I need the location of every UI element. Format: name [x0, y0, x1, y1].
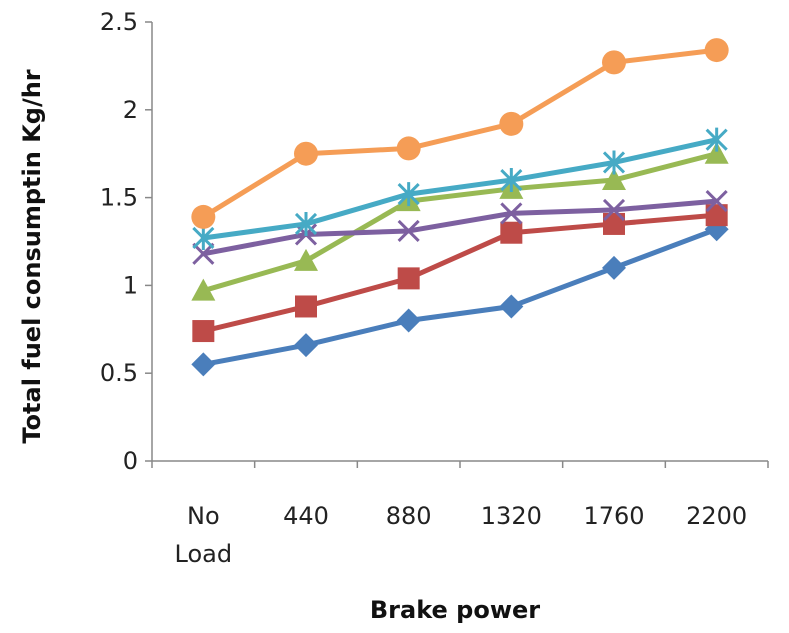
- data-point-diamond: [499, 294, 524, 319]
- y-tick-labels: 0 0.5 1 1.5 2 2.5: [100, 8, 152, 475]
- data-point-star: [192, 225, 215, 250]
- data-point-x: [705, 190, 728, 213]
- y-tick-label: 1: [123, 271, 138, 299]
- series-group: [191, 38, 729, 377]
- series-line: [200, 47, 720, 220]
- y-tick-label: 1.5: [100, 184, 138, 212]
- data-point-square: [500, 221, 523, 244]
- x-tick-label: 1760: [583, 502, 644, 530]
- series-line: [200, 137, 720, 241]
- series-6: [191, 38, 729, 229]
- data-point-circle: [396, 136, 421, 161]
- data-point-square: [295, 295, 317, 318]
- y-tick-label: 2.5: [100, 8, 138, 36]
- data-point-diamond: [294, 333, 318, 358]
- data-point-x: [192, 242, 215, 265]
- axes: [151, 22, 768, 462]
- x-tick-label: 880: [386, 502, 432, 530]
- data-point-x: [602, 198, 626, 221]
- series-line: [200, 212, 720, 334]
- series-line: [200, 226, 720, 367]
- data-point-circle: [294, 141, 318, 166]
- x-tick-label: 2200: [686, 502, 747, 530]
- x-tick-label: 440: [283, 502, 329, 530]
- data-point-triangle: [704, 141, 729, 164]
- y-tick-label: 2: [123, 96, 138, 124]
- data-point-circle: [602, 50, 626, 75]
- x-axis-title: Brake power: [370, 596, 540, 624]
- data-point-triangle: [191, 278, 216, 301]
- data-point-star: [500, 168, 523, 193]
- data-point-circle: [704, 38, 729, 63]
- data-point-triangle: [294, 248, 318, 271]
- data-point-diamond: [602, 255, 626, 280]
- y-axis-title: Total fuel consumptin Kg/hr: [18, 69, 46, 443]
- data-point-x: [397, 219, 420, 243]
- y-tick-label: 0.5: [100, 359, 138, 387]
- data-point-star: [294, 211, 318, 236]
- data-point-circle: [191, 204, 216, 229]
- data-point-star: [397, 182, 420, 207]
- y-tick-label: 0: [123, 447, 138, 475]
- x-tick-label: No Load: [175, 502, 233, 568]
- data-point-triangle: [602, 168, 626, 191]
- data-point-diamond: [191, 352, 216, 377]
- data-point-star: [705, 127, 728, 152]
- series-2: [192, 204, 728, 343]
- x-tick-labels: No Load 440 880 1320 1760 2200: [151, 461, 769, 568]
- data-point-x: [500, 202, 523, 225]
- data-point-star: [602, 150, 626, 175]
- data-point-square: [705, 204, 728, 227]
- series-1: [191, 217, 729, 377]
- data-point-circle: [499, 111, 524, 136]
- data-point-diamond: [396, 308, 421, 333]
- series-5: [192, 127, 728, 250]
- data-point-square: [397, 267, 420, 290]
- data-point-square: [603, 212, 625, 235]
- data-point-square: [192, 320, 215, 343]
- series-line: [200, 198, 720, 257]
- x-tick-label: 1320: [481, 502, 542, 530]
- series-line: [200, 151, 720, 294]
